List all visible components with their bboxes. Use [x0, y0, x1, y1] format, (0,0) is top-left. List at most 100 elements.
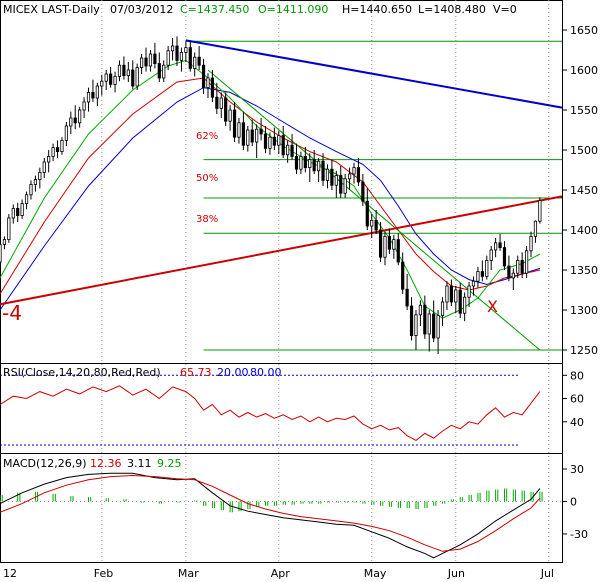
candle-body: [436, 315, 440, 339]
candle-body: [47, 155, 51, 163]
candle-body: [73, 117, 77, 124]
candle: [370, 214, 374, 238]
x-tick-label: Jul: [540, 567, 554, 580]
candle: [78, 106, 82, 128]
candle-body: [255, 128, 259, 143]
candle: [409, 297, 414, 341]
candle-body: [175, 45, 179, 61]
candle: [184, 41, 188, 62]
candle: [175, 36, 179, 66]
trendline-green: [207, 69, 541, 351]
x-tick-label: May: [364, 567, 387, 580]
macd-y-tick-label: -30: [570, 528, 588, 541]
fib-50-label: 50%: [196, 173, 218, 184]
cross-mark-label: X: [487, 297, 498, 316]
candle: [427, 310, 431, 352]
candle-body: [20, 203, 24, 217]
candle-body: [170, 45, 175, 52]
candle-body: [250, 129, 254, 143]
candle-body: [95, 85, 99, 99]
candle-body: [352, 167, 356, 175]
candle: [144, 47, 148, 72]
candle: [91, 79, 95, 102]
candle: [201, 58, 206, 94]
candle-body: [210, 77, 215, 98]
candle-body: [405, 288, 409, 307]
candle: [321, 153, 325, 186]
header-high: H=1440.650: [342, 3, 412, 16]
candle: [95, 82, 99, 106]
candle: [290, 134, 294, 160]
candle: [0, 241, 2, 266]
candle: [387, 228, 392, 254]
candle: [210, 70, 215, 102]
candle-body: [356, 167, 361, 183]
price-y-tick-label: 1500: [570, 144, 598, 157]
candle: [148, 50, 153, 72]
candle-body: [449, 285, 453, 303]
candle-body: [11, 207, 15, 219]
macd-line: [0, 472, 541, 559]
candle-body: [91, 92, 95, 99]
candle: [294, 143, 299, 174]
candle: [383, 231, 387, 266]
candle: [24, 191, 29, 210]
candle: [69, 111, 73, 134]
candle-body: [507, 265, 511, 279]
candle: [113, 71, 117, 93]
candle: [268, 132, 272, 155]
candle-body: [529, 235, 533, 252]
candle-body: [246, 129, 250, 146]
x-tick-label: Mar: [178, 567, 199, 580]
candle: [454, 286, 458, 314]
candle-body: [321, 160, 325, 181]
candle-body: [268, 136, 272, 149]
candle: [352, 162, 356, 184]
candle: [241, 111, 245, 150]
trendline-blue: [185, 39, 563, 109]
candle-body: [193, 56, 197, 69]
rsi-upper: 80.00: [250, 366, 282, 379]
candle: [188, 40, 192, 72]
candle-body: [502, 247, 507, 267]
candle: [498, 234, 502, 251]
fib-62-label: 62%: [196, 131, 218, 142]
candle: [131, 60, 135, 90]
x-tick-label: Feb: [94, 567, 113, 580]
candle-body: [201, 64, 206, 88]
candle-body: [33, 179, 38, 185]
candle: [193, 52, 197, 77]
candle: [339, 166, 343, 198]
candle: [47, 150, 51, 173]
candle-body: [69, 117, 73, 127]
candle: [418, 300, 422, 326]
candle-body: [259, 128, 263, 135]
candle: [140, 54, 144, 74]
candle-body: [414, 314, 418, 336]
candle-body: [140, 57, 144, 69]
candle-body: [135, 67, 139, 87]
candle-body: [489, 249, 493, 261]
candle: [153, 42, 157, 69]
candle-body: [432, 313, 436, 339]
candle-body: [237, 122, 241, 138]
candle: [117, 60, 122, 82]
candle-body: [281, 135, 285, 156]
candle: [463, 292, 467, 322]
candle-body: [24, 194, 29, 205]
candle-body: [485, 259, 489, 277]
candle-body: [7, 217, 11, 241]
candle: [170, 38, 175, 61]
candle-body: [427, 313, 431, 335]
candle-body: [392, 239, 396, 250]
candle-body: [78, 109, 82, 124]
candle: [325, 164, 330, 189]
candle-body: [538, 199, 542, 222]
candle: [485, 255, 489, 280]
candle: [206, 73, 210, 98]
candle: [414, 310, 418, 350]
price-y-tick-label: 1250: [570, 344, 598, 357]
price-y-tick-label: 1650: [570, 24, 598, 37]
candle-body: [86, 92, 91, 103]
